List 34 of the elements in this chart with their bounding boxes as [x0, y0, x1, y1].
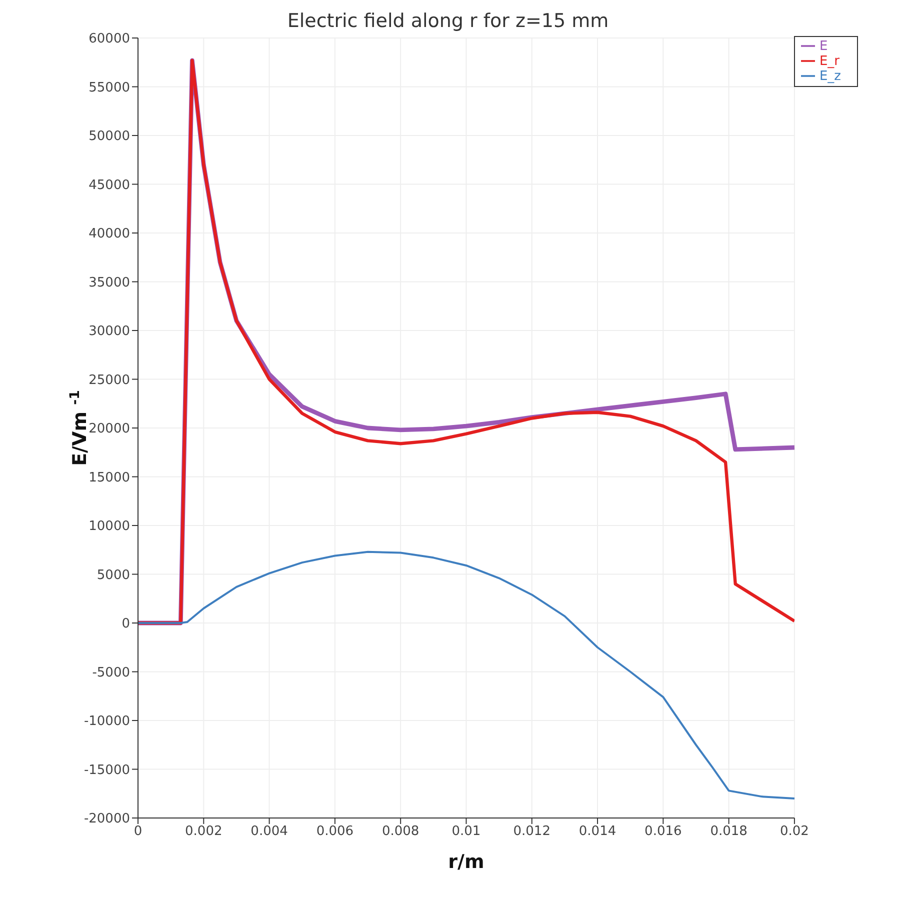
y-tick-label: -20000: [84, 812, 130, 827]
legend-label: E: [819, 39, 828, 54]
y-tick-label: -15000: [84, 762, 130, 778]
x-tick-label: 0.018: [710, 824, 748, 840]
legend-label: E_r: [819, 54, 840, 69]
y-tick-label: 55000: [88, 80, 130, 96]
x-tick-label: 0.016: [644, 824, 682, 840]
x-tick-label: 0.002: [185, 824, 222, 840]
y-tick-label: 15000: [88, 470, 130, 486]
y-tick-label: 50000: [88, 129, 130, 144]
line-series: [138, 550, 794, 800]
y-tick-label: 20000: [88, 422, 130, 437]
y-tick-label: 25000: [88, 372, 130, 388]
x-tick-label: 0.012: [513, 824, 550, 840]
chart-title: Electric field along r for z=15 mm: [286, 10, 610, 32]
x-tick-label: 0.008: [382, 824, 420, 840]
y-tick-label: 10000: [88, 519, 130, 534]
y-tick-label: -10000: [84, 714, 130, 730]
y-tick-label: 40000: [88, 226, 130, 242]
y-tick-label: 35000: [88, 275, 130, 290]
x-axis-title: r/m: [448, 851, 484, 873]
x-tick-label: 0.014: [578, 824, 616, 840]
x-tick-label: 0.02: [780, 824, 809, 840]
x-tick-label: 0: [134, 824, 142, 840]
x-tick-label: 0.004: [250, 824, 288, 840]
y-tick-label: 30000: [88, 324, 130, 340]
y-tick-label: 60000: [88, 32, 130, 47]
y-tick-label: 5000: [96, 568, 130, 583]
x-tick-label: 0.006: [316, 824, 354, 840]
y-tick-label: -5000: [92, 665, 130, 680]
y-tick-label: 0: [122, 616, 130, 632]
legend-label: E_z: [819, 69, 841, 84]
y-tick-label: 45000: [88, 178, 130, 193]
x-tick-label: 0.01: [452, 824, 481, 840]
